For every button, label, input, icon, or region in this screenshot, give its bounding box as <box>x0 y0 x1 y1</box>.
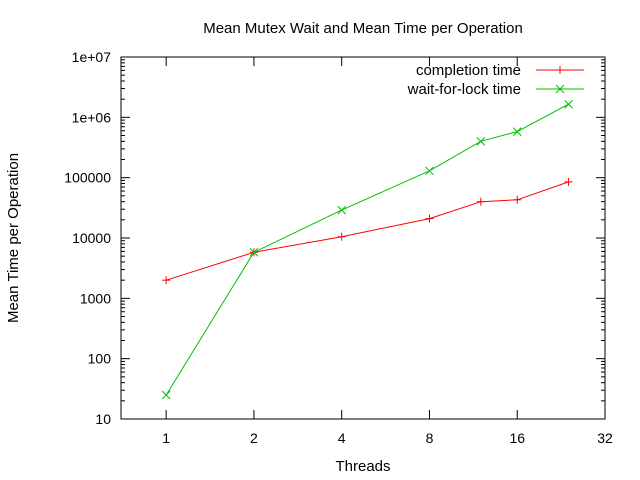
data-point-completion-time <box>425 214 434 223</box>
x-tick-label: 4 <box>338 430 346 446</box>
y-axis-label: Mean Time per Operation <box>5 153 22 323</box>
y-tick-label: 10 <box>95 411 111 427</box>
x-tick-label: 8 <box>426 430 434 446</box>
data-point-wait-for-lock-time <box>476 136 486 146</box>
y-tick-label: 100000 <box>64 170 111 186</box>
legend: completion time wait-for-lock time <box>407 62 584 98</box>
data-point-completion-time <box>162 276 171 285</box>
series-line-completion-time <box>166 181 569 281</box>
x-tick-label: 32 <box>597 430 613 446</box>
data-point-completion-time <box>513 195 522 204</box>
y-tick-label: 100 <box>88 351 112 367</box>
series-layer <box>161 99 573 400</box>
data-point-wait-for-lock-time <box>564 99 573 109</box>
data-point-wait-for-lock-time <box>161 390 171 400</box>
data-point-completion-time <box>476 197 485 206</box>
x-axis: 1 2 4 8 16 32 <box>162 57 613 446</box>
y-tick-label: 1e+07 <box>72 49 112 65</box>
x-tick-label: 1 <box>162 430 170 446</box>
legend-marker-completion-time <box>556 66 564 74</box>
y-tick-label: 10000 <box>72 230 111 246</box>
y-tick-label: 1000 <box>80 290 111 306</box>
x-tick-label: 16 <box>509 430 525 446</box>
legend-marker-wait-for-lock-time <box>555 84 565 94</box>
chart-title: Mean Mutex Wait and Mean Time per Operat… <box>203 20 523 37</box>
y-axis: 10 100 1000 10000 100000 1e+06 1e+07 <box>64 49 605 427</box>
data-point-wait-for-lock-time <box>512 127 522 136</box>
data-point-completion-time <box>564 177 573 186</box>
plot-frame <box>120 56 606 420</box>
y-tick-label: 1e+06 <box>72 109 112 125</box>
data-point-wait-for-lock-time <box>425 166 434 176</box>
legend-label-wait-for-lock-time: wait-for-lock time <box>407 81 521 98</box>
series-line-wait-for-lock-time <box>165 103 569 396</box>
legend-label-completion-time: completion time <box>416 62 521 79</box>
data-point-completion-time <box>337 232 346 241</box>
x-tick-label: 2 <box>250 430 258 446</box>
x-axis-label: Threads <box>335 458 390 475</box>
data-point-wait-for-lock-time <box>249 247 259 257</box>
data-point-wait-for-lock-time <box>337 205 347 215</box>
